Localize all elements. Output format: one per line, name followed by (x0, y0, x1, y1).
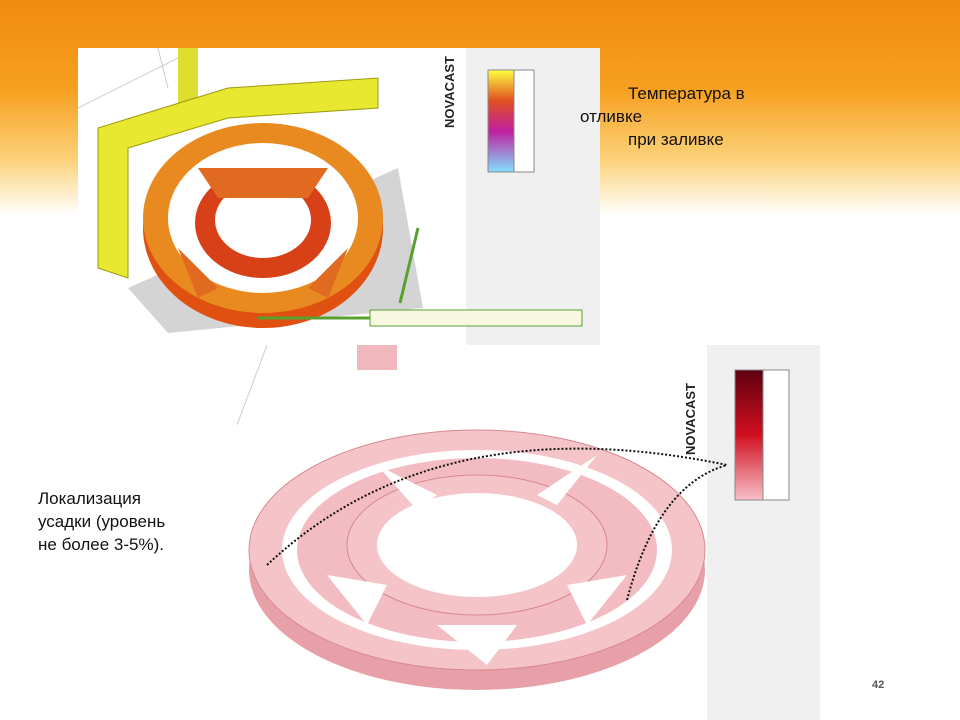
temperature-screenshot: NOVACAST (78, 48, 600, 345)
shrinkage-screenshot: NOVACAST (237, 345, 820, 720)
page-number: 42 (872, 679, 885, 691)
caption-temperature: Температура в отливке при заливке (580, 82, 745, 151)
logo: NOVACAST (442, 56, 457, 128)
caption-line: при заливке (628, 130, 724, 149)
caption-shrinkage: Локализация усадки (уровень не более 3-5… (38, 487, 165, 556)
caption-line: не более 3-5%). (38, 535, 165, 554)
caption-line: Температура в (628, 84, 745, 103)
caption-line: отливке (580, 107, 643, 126)
caption-line: Локализация (38, 489, 141, 508)
logo: NOVACAST (683, 383, 698, 455)
caption-line: усадки (уровень (38, 512, 166, 531)
